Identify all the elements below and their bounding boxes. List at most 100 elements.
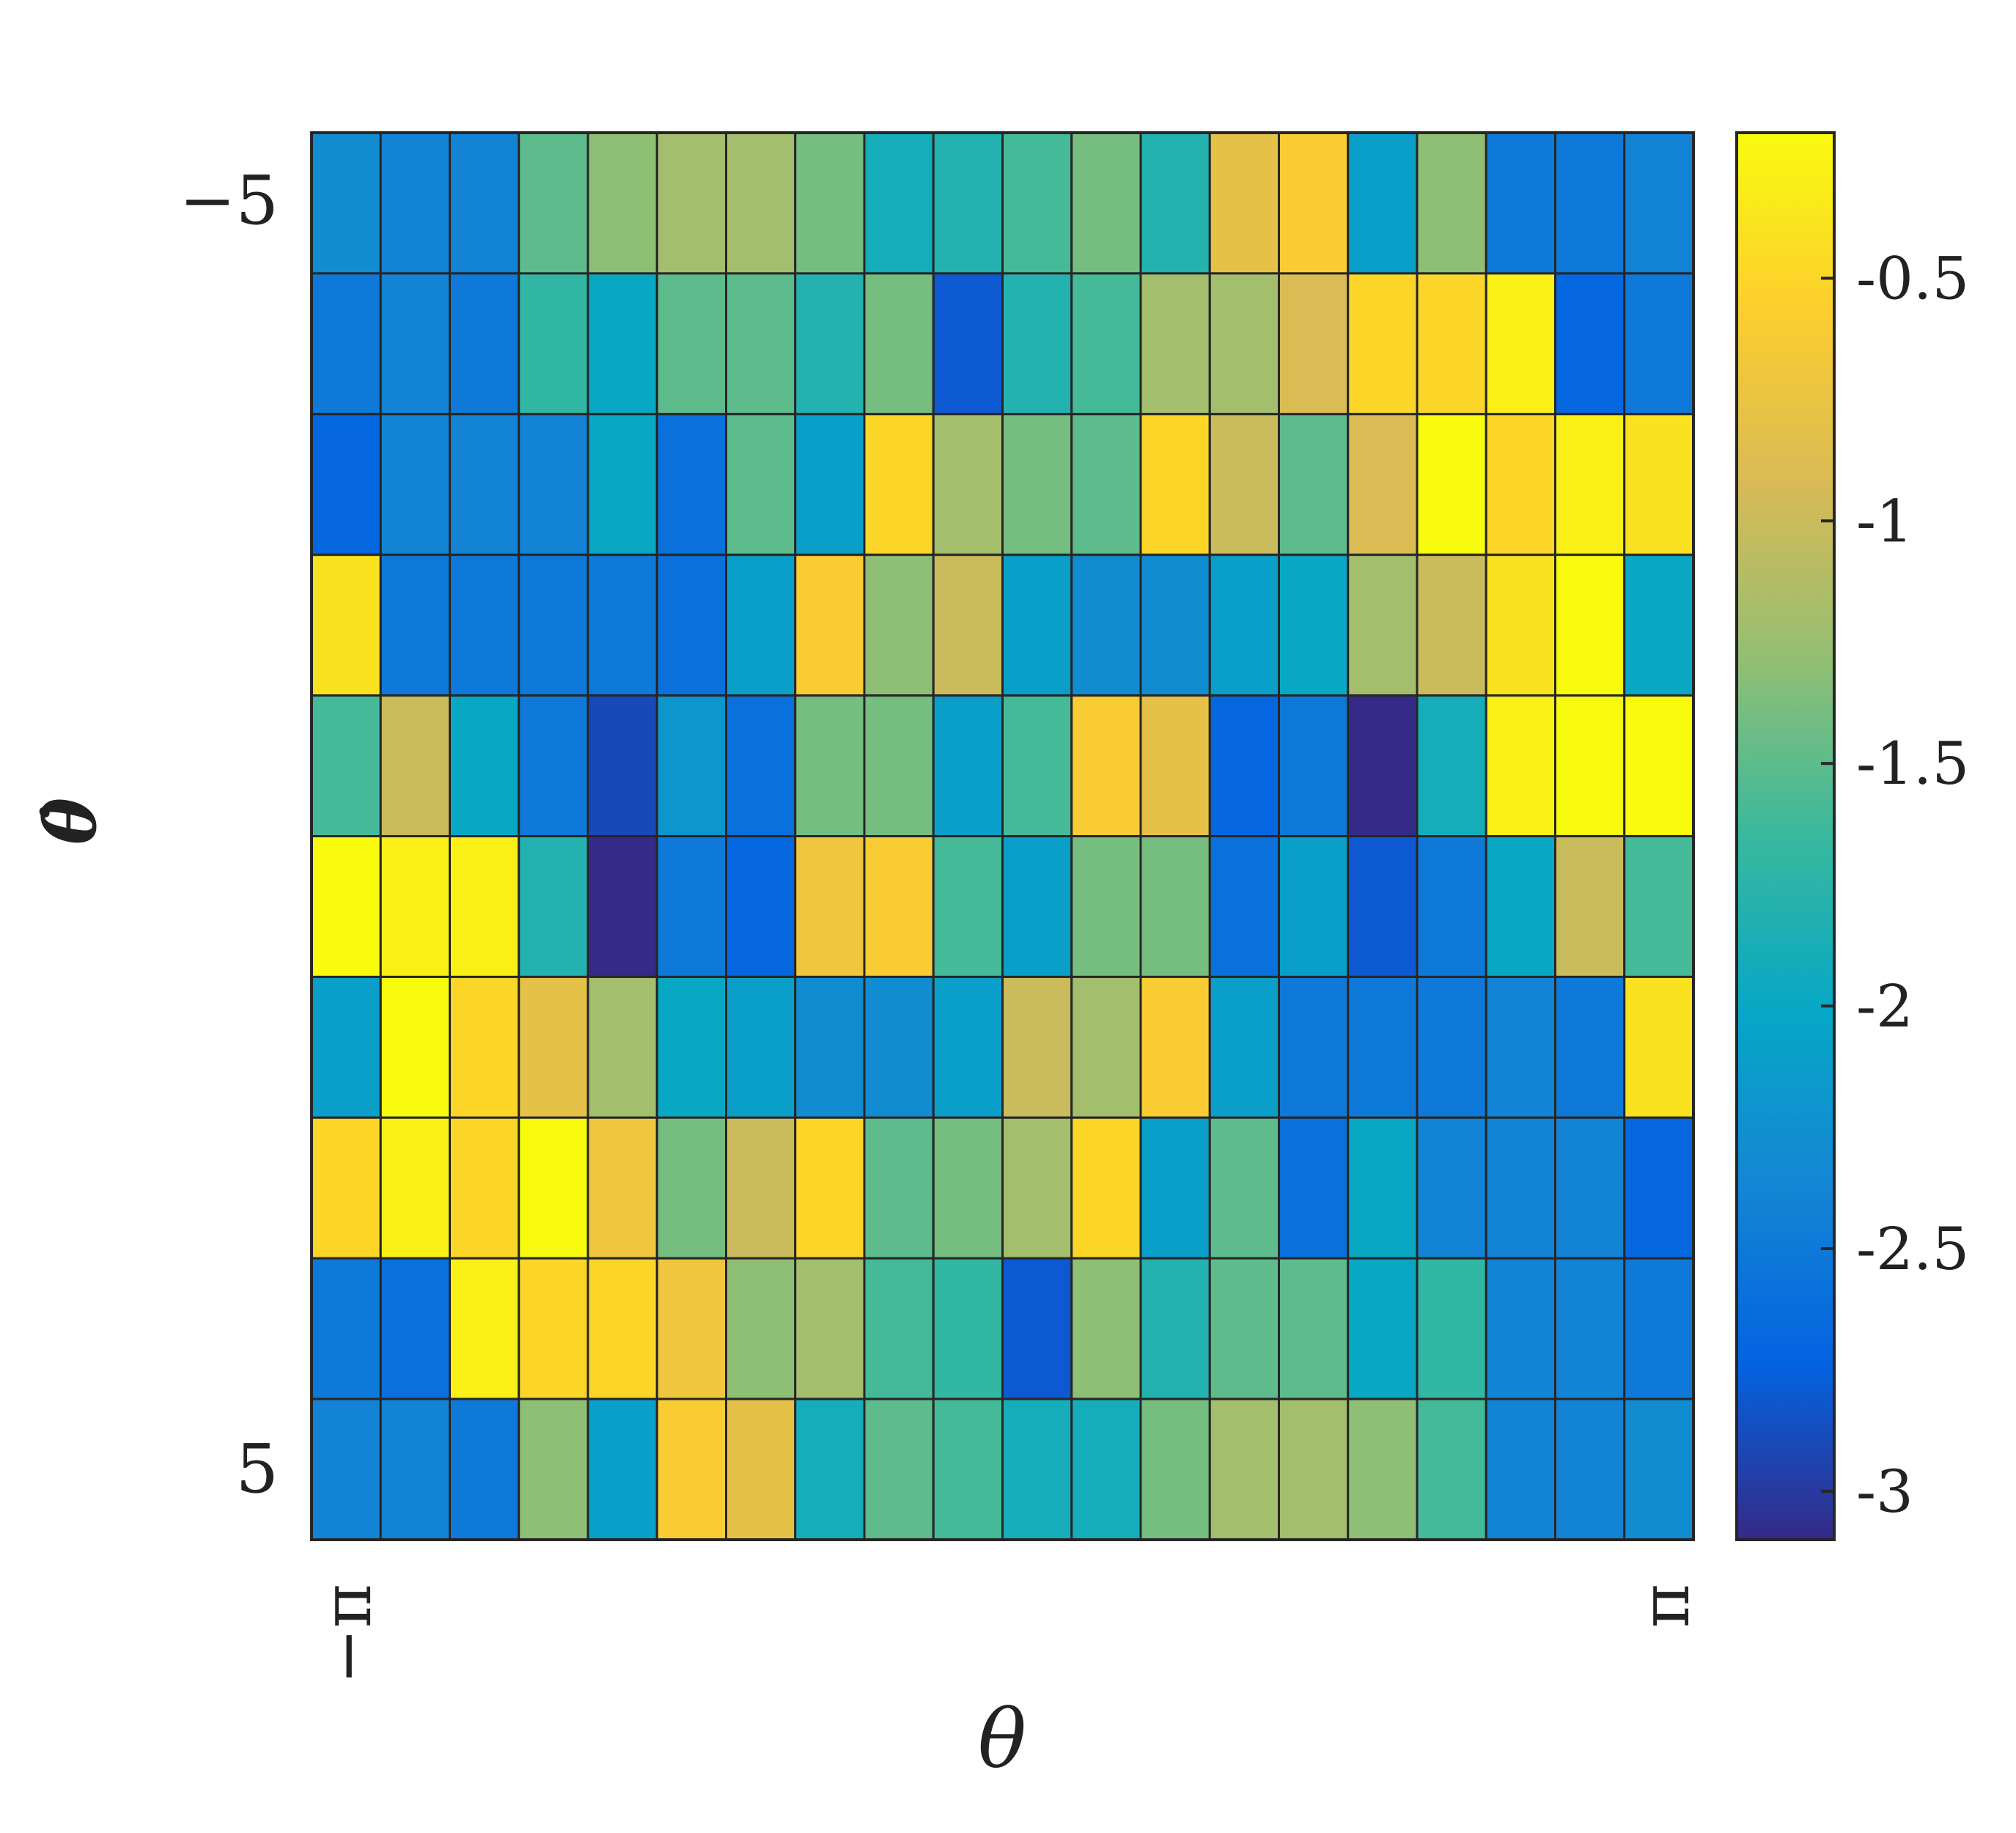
heatmap-cell [1623,131,1695,275]
heatmap-cell [1208,975,1280,1119]
heatmap-cell [1070,131,1142,275]
heatmap-cell [1139,413,1211,556]
heatmap-cell [1416,835,1487,978]
heatmap-cell [1416,975,1487,1119]
heatmap-cell [655,1397,727,1541]
heatmap-cell [655,975,727,1119]
heatmap-cell [1347,272,1419,416]
heatmap-cell [1554,694,1626,837]
colorbar-tick-label: -1 [1856,487,1913,555]
heatmap-cell [1485,554,1556,697]
heatmap-cell [1208,1257,1280,1400]
heatmap-cell [794,554,866,697]
heatmap-cell [1485,413,1556,556]
heatmap-cell [1554,554,1626,697]
heatmap-cell [449,413,520,556]
heatmap-cell [863,835,935,978]
heatmap-cell [310,835,382,978]
heatmap-cell [863,272,935,416]
heatmap-cell [449,694,520,837]
heatmap-cell [586,835,658,978]
heatmap-cell [1070,1397,1142,1541]
colorbar-tick-label: -0.5 [1856,245,1969,313]
heatmap-cell [932,272,1004,416]
heatmap-cell [586,413,658,556]
heatmap-cell [518,272,589,416]
heatmap-cell [1070,413,1142,556]
heatmap-cell [932,1116,1004,1260]
heatmap-cell [1001,1257,1073,1400]
heatmap-cell [725,835,797,978]
heatmap-cell [655,272,727,416]
heatmap-cell [379,413,451,556]
y-axis-label: θ̇ [29,798,112,845]
heatmap-cell [379,1397,451,1541]
heatmap-cell [1623,1257,1695,1400]
heatmap-cell [518,835,589,978]
heatmap-cell [586,272,658,416]
heatmap-cell [449,272,520,416]
colorbar-tick-label: -3 [1856,1458,1913,1526]
heatmap-cell [863,131,935,275]
heatmap-cell [1278,1397,1350,1541]
heatmap-cell [932,131,1004,275]
heatmap-cell [655,131,727,275]
heatmap-cell [586,694,658,837]
heatmap-cell [1070,1257,1142,1400]
heatmap-cell [1139,272,1211,416]
heatmap-cell [1278,835,1350,978]
heatmap-cell [1139,975,1211,1119]
heatmap-cell [1485,1397,1556,1541]
heatmap-cell [1139,131,1211,275]
heatmap-cell [1347,554,1419,697]
heatmap-cell [863,1257,935,1400]
heatmap-cell [1070,272,1142,416]
heatmap-cell [1001,131,1073,275]
heatmap-cell [1139,694,1211,837]
heatmap-cell [379,272,451,416]
x-axis-label: θ [978,1692,1026,1786]
heatmap-cell [518,975,589,1119]
heatmap-cell [863,1397,935,1541]
heatmap-cell [863,554,935,697]
heatmap-cell [1278,131,1350,275]
heatmap-cell [1416,1257,1487,1400]
heatmap-cell [310,272,382,416]
heatmap-cell [1139,1397,1211,1541]
heatmap-cell [310,694,382,837]
heatmap-cell [1623,975,1695,1119]
heatmap-cell [1208,694,1280,837]
heatmap-cell [1070,1116,1142,1260]
heatmap-cell [794,975,866,1119]
heatmap-cell [794,835,866,978]
heatmap-cell [1208,413,1280,556]
heatmap-cell [1485,975,1556,1119]
heatmap-cell [1278,554,1350,697]
heatmap-cell [1554,413,1626,556]
heatmap-cell [449,1116,520,1260]
heatmap-cell [1554,272,1626,416]
heatmap-cell [1278,413,1350,556]
heatmap-cell [1347,1257,1419,1400]
heatmap-cell [863,413,935,556]
heatmap-cell [794,1257,866,1400]
heatmap-cell [1347,131,1419,275]
heatmap-cell [863,694,935,837]
heatmap-cell [794,272,866,416]
heatmap-cell [1139,1257,1211,1400]
heatmap-cell [1347,413,1419,556]
heatmap-cell [1001,694,1073,837]
heatmap-cell [794,1397,866,1541]
heatmap-cell [1070,554,1142,697]
colorbar-ticks: -3 -2.5 -2 -1.5 -1 -0.5 [1821,245,1969,1526]
heatmap-cell [863,1116,935,1260]
heatmap-cell [1070,835,1142,978]
heatmap-cell [1208,272,1280,416]
heatmap-cell [518,131,589,275]
heatmap-cell [1208,554,1280,697]
heatmap-cell [1139,554,1211,697]
heatmap-cell [655,1257,727,1400]
heatmap-cell [310,975,382,1119]
heatmap-cell [655,694,727,837]
